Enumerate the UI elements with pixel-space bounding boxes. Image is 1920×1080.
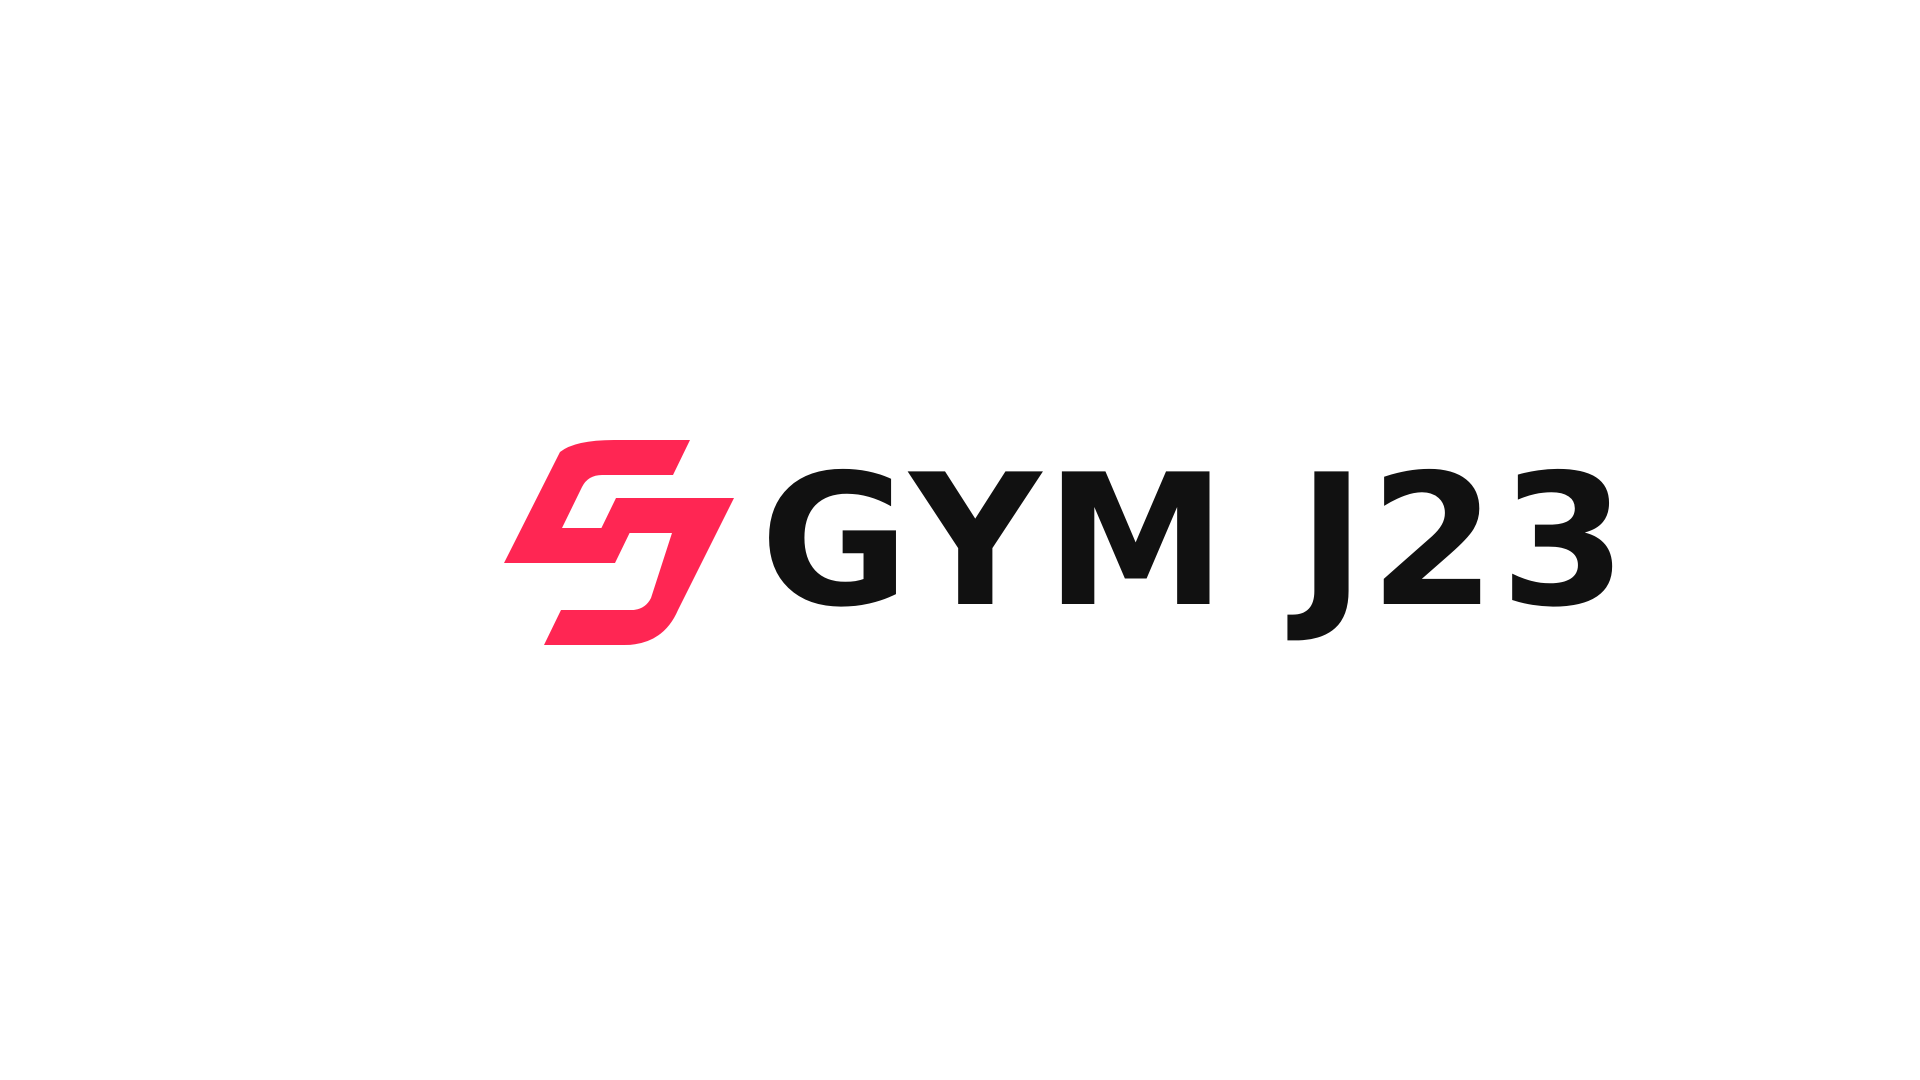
- double-s-lightning-logo-icon: [504, 440, 734, 645]
- brand-logo-lockup: GYM J23: [504, 440, 1631, 645]
- brand-wordmark: GYM J23: [760, 434, 1631, 647]
